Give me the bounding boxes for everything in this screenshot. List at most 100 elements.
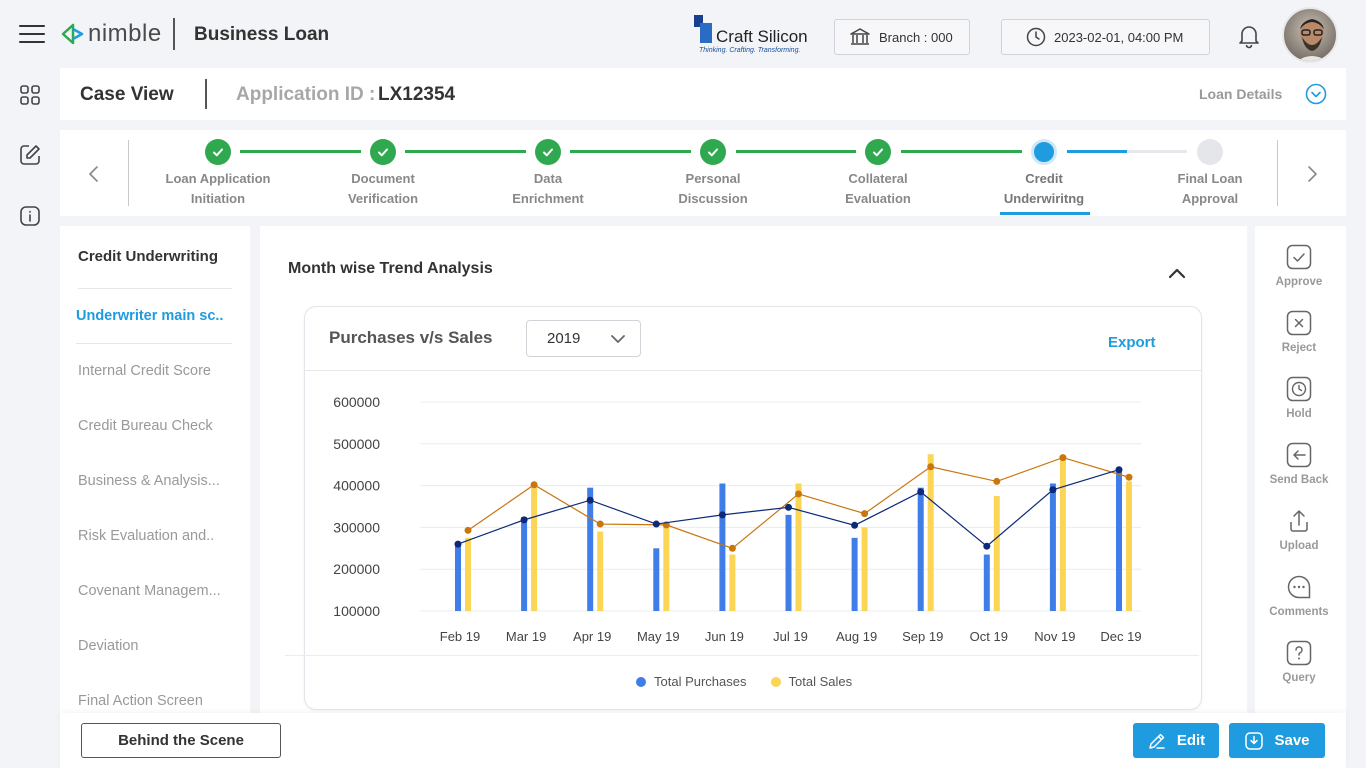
hold-button[interactable]: Hold — [1258, 376, 1340, 420]
approve-button[interactable]: Approve — [1258, 244, 1340, 288]
bar-total-purchases — [587, 487, 594, 611]
purchases-trend-point — [917, 488, 925, 496]
nimble-logo-icon — [61, 23, 84, 45]
edit-label: Edit — [1176, 732, 1206, 749]
expand-circle-icon[interactable] — [1304, 82, 1328, 106]
case-view-title: Case View — [80, 84, 174, 105]
step-done-indicator[interactable] — [370, 139, 396, 165]
step-done-indicator[interactable] — [535, 139, 561, 165]
step-label-collateral-evaluation[interactable]: Collateral Evaluation — [813, 169, 943, 209]
branch-label: Branch : 000 — [879, 29, 953, 45]
x-tick-label: Mar 19 — [506, 629, 546, 644]
nav-divider — [76, 343, 232, 344]
upload-label: Upload — [1279, 540, 1319, 552]
bar-total-purchases — [983, 554, 990, 611]
y-tick-label: 400000 — [333, 478, 380, 494]
branch-selector[interactable]: Branch : 000 — [834, 19, 970, 55]
user-avatar[interactable] — [1282, 7, 1338, 63]
bank-icon — [850, 28, 870, 45]
step-connector — [1067, 150, 1187, 153]
nav-item-deviation[interactable]: Deviation — [78, 638, 139, 654]
bar-total-purchases — [1049, 483, 1056, 611]
nav-item-internal-credit-score[interactable]: Internal Credit Score — [78, 363, 211, 379]
case-view-bar — [60, 68, 1346, 120]
purchases-trend-point — [983, 542, 991, 550]
query-icon — [1286, 640, 1312, 666]
step-label-loan-application[interactable]: Loan Application Initiation — [153, 169, 283, 209]
stepper-divider-left — [128, 140, 129, 206]
step-label-line: Credit — [1025, 171, 1063, 186]
nav-item-final-action-screen[interactable]: Final Action Screen — [78, 693, 203, 709]
legend-dot — [636, 676, 646, 687]
bar-total-purchases — [917, 487, 924, 611]
step-label-personal-discussion[interactable]: Personal Discussion — [648, 169, 778, 209]
step-done-indicator[interactable] — [700, 139, 726, 165]
action-rail — [1255, 226, 1346, 713]
step-connector — [405, 150, 526, 153]
step-pending-indicator[interactable] — [1197, 139, 1223, 165]
bar-total-sales — [795, 483, 802, 611]
send-back-label: Send Back — [1269, 474, 1329, 486]
sales-trend-point — [1125, 473, 1133, 481]
edit-button[interactable]: Edit — [1133, 723, 1219, 758]
sales-trend-point — [927, 463, 935, 471]
nav-item-risk-evaluation[interactable]: Risk Evaluation and.. — [78, 528, 215, 544]
step-label-data-enrichment[interactable]: Data Enrichment — [483, 169, 613, 209]
loan-details-link[interactable]: Loan Details — [1199, 86, 1283, 102]
behind-the-scene-button[interactable]: Behind the Scene — [81, 723, 281, 758]
y-tick-label: 500000 — [333, 436, 380, 452]
x-tick-label: Jun 19 — [705, 629, 744, 644]
nav-item-covenant-management[interactable]: Covenant Managem... — [78, 583, 221, 599]
export-link[interactable]: Export — [1108, 334, 1156, 351]
query-button[interactable]: Query — [1258, 640, 1340, 684]
chevron-down-icon — [611, 335, 625, 343]
x-tick-label: Dec 19 — [1100, 629, 1141, 644]
step-label-line: Verification — [347, 191, 419, 206]
bar-total-purchases — [1116, 470, 1122, 611]
sales-trend-point — [530, 481, 538, 489]
nimble-logo[interactable]: nimble — [60, 18, 162, 50]
nav-item-business-analysis[interactable]: Business & Analysis... — [78, 473, 220, 489]
purchases-trend-point — [718, 511, 726, 519]
chevron-up-icon[interactable] — [1166, 262, 1188, 284]
year-select-value: 2019 — [547, 330, 581, 347]
purchases-trend-point — [586, 496, 594, 504]
save-button[interactable]: Save — [1229, 723, 1325, 758]
step-done-indicator[interactable] — [865, 139, 891, 165]
comments-button[interactable]: Comments — [1258, 574, 1340, 618]
hold-label: Hold — [1286, 408, 1312, 420]
legend-label: Total Sales — [788, 674, 853, 689]
upload-button[interactable]: Upload — [1258, 508, 1340, 552]
step-connector — [570, 150, 691, 153]
module-title: Business Loan — [194, 24, 330, 45]
stepper-divider-right — [1277, 140, 1278, 206]
bar-total-purchases — [851, 537, 858, 611]
send-back-button[interactable]: Send Back — [1258, 442, 1340, 486]
pencil-icon — [1149, 733, 1165, 749]
step-done-indicator[interactable] — [205, 139, 231, 165]
partner-name: Craft Silicon — [716, 27, 808, 46]
reject-button[interactable]: Reject — [1258, 310, 1340, 354]
application-id-value: LX12354 — [378, 84, 456, 105]
step-current-indicator[interactable] — [1031, 139, 1057, 165]
x-tick-label: Aug 19 — [836, 629, 877, 644]
check-icon — [708, 148, 718, 157]
chevron-right-icon[interactable] — [1302, 160, 1322, 188]
purchases-sales-chart: 600000 500000 400000 300000 200000 100000 Feb… — [333, 394, 1141, 644]
nav-item-underwriter-main[interactable]: Underwriter main sc.. — [76, 308, 224, 324]
info-icon[interactable] — [18, 204, 42, 228]
legend-item-purchases[interactable]: Total Purchases — [636, 674, 747, 689]
nav-item-credit-bureau-check[interactable]: Credit Bureau Check — [78, 418, 213, 434]
step-label-document-verification[interactable]: Document Verification — [318, 169, 448, 209]
bar-total-purchases — [455, 542, 461, 611]
year-select[interactable]: 2019 — [526, 320, 641, 357]
edit-note-icon[interactable] — [18, 143, 42, 167]
hamburger-menu-icon[interactable] — [18, 22, 46, 46]
notification-bell-icon[interactable] — [1236, 22, 1262, 50]
legend-item-sales[interactable]: Total Sales — [770, 674, 853, 689]
dashboard-grid-icon[interactable] — [18, 83, 42, 107]
purchases-trend-point — [785, 503, 792, 511]
chevron-left-icon[interactable] — [84, 160, 104, 188]
step-label-credit-underwriting[interactable]: Credit Underwiritng — [979, 169, 1109, 209]
step-label-final-loan-approval[interactable]: Final Loan Approval — [1145, 169, 1275, 209]
